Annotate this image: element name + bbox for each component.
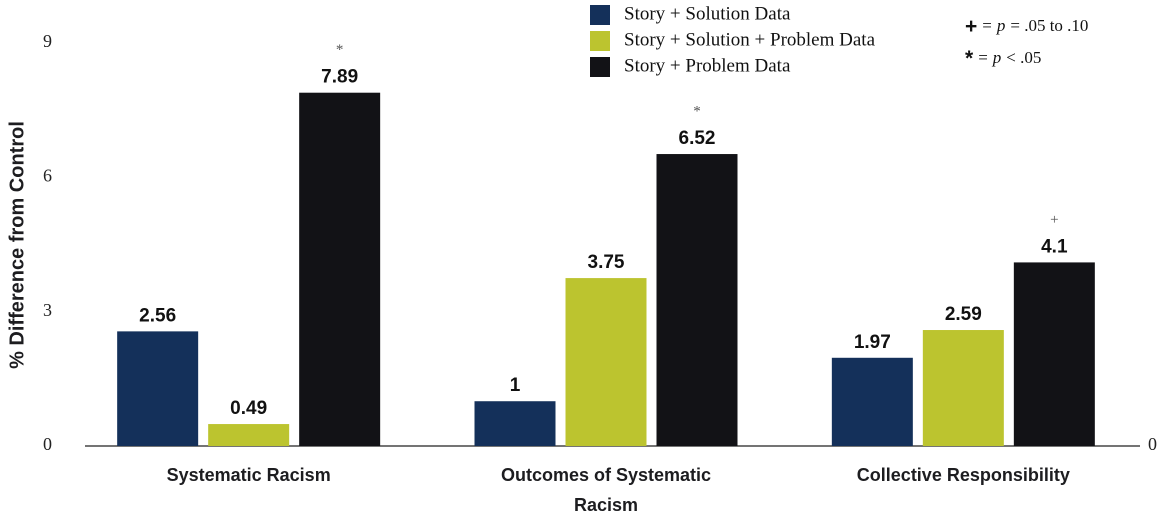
note-symbol: + [965, 15, 977, 38]
value-label: 1 [510, 375, 521, 396]
bar [117, 331, 199, 446]
legend-label: Story + Solution + Problem Data [624, 29, 876, 50]
note: * = p < .05 [965, 47, 1041, 70]
y-tick-label: 0 [43, 434, 52, 454]
bar [656, 154, 738, 446]
note-variable: p [996, 16, 1006, 35]
value-label: 6.52 [679, 128, 716, 149]
value-label: 2.56 [139, 305, 176, 326]
note-variable: p [992, 48, 1002, 67]
value-label: 7.89 [321, 67, 358, 88]
value-label: 2.59 [945, 304, 982, 325]
x-tick-label: Outcomes of Systematic Racism [501, 465, 711, 515]
value-label: 0.49 [230, 398, 267, 419]
bar [831, 357, 913, 446]
y-axis-label: % Difference from Control [6, 121, 28, 369]
bar [474, 401, 556, 446]
legend-swatch [590, 31, 610, 51]
bar [299, 92, 381, 446]
note-relation: = [982, 16, 992, 35]
y-tick-label: 6 [43, 165, 52, 185]
x-tick-label-line: Outcomes of Systematic [501, 465, 711, 485]
value-label: 4.1 [1041, 236, 1068, 257]
significance-marker: + [1050, 212, 1058, 228]
y2-tick-label: 0 [1148, 434, 1157, 454]
bar [208, 424, 290, 446]
x-tick-label-line: Collective Responsibility [857, 465, 1070, 485]
value-label: 1.97 [854, 332, 891, 353]
y-tick-label: 9 [43, 31, 52, 51]
note: + = p = .05 to .10 [965, 15, 1088, 38]
note-relation: = [978, 48, 988, 67]
legend-swatch [590, 5, 610, 25]
note-text: < .05 [1006, 48, 1041, 67]
bar [565, 278, 647, 446]
y-tick-label: 3 [43, 300, 52, 320]
x-tick-label: Systematic Racism [167, 465, 331, 485]
note-symbol: * [965, 47, 974, 70]
x-tick-label: Collective Responsibility [857, 465, 1070, 485]
value-label: 3.75 [588, 252, 625, 273]
note-text: = .05 to .10 [1010, 16, 1088, 35]
legend-swatch [590, 57, 610, 77]
significance-marker: * [336, 42, 344, 58]
x-tick-label-line: Racism [574, 495, 638, 515]
x-tick-label-line: Systematic Racism [167, 465, 331, 485]
significance-marker: * [693, 103, 701, 119]
legend-label: Story + Problem Data [624, 55, 791, 76]
legend-label: Story + Solution Data [624, 3, 791, 24]
bar [1013, 262, 1095, 446]
bar [922, 330, 1004, 446]
